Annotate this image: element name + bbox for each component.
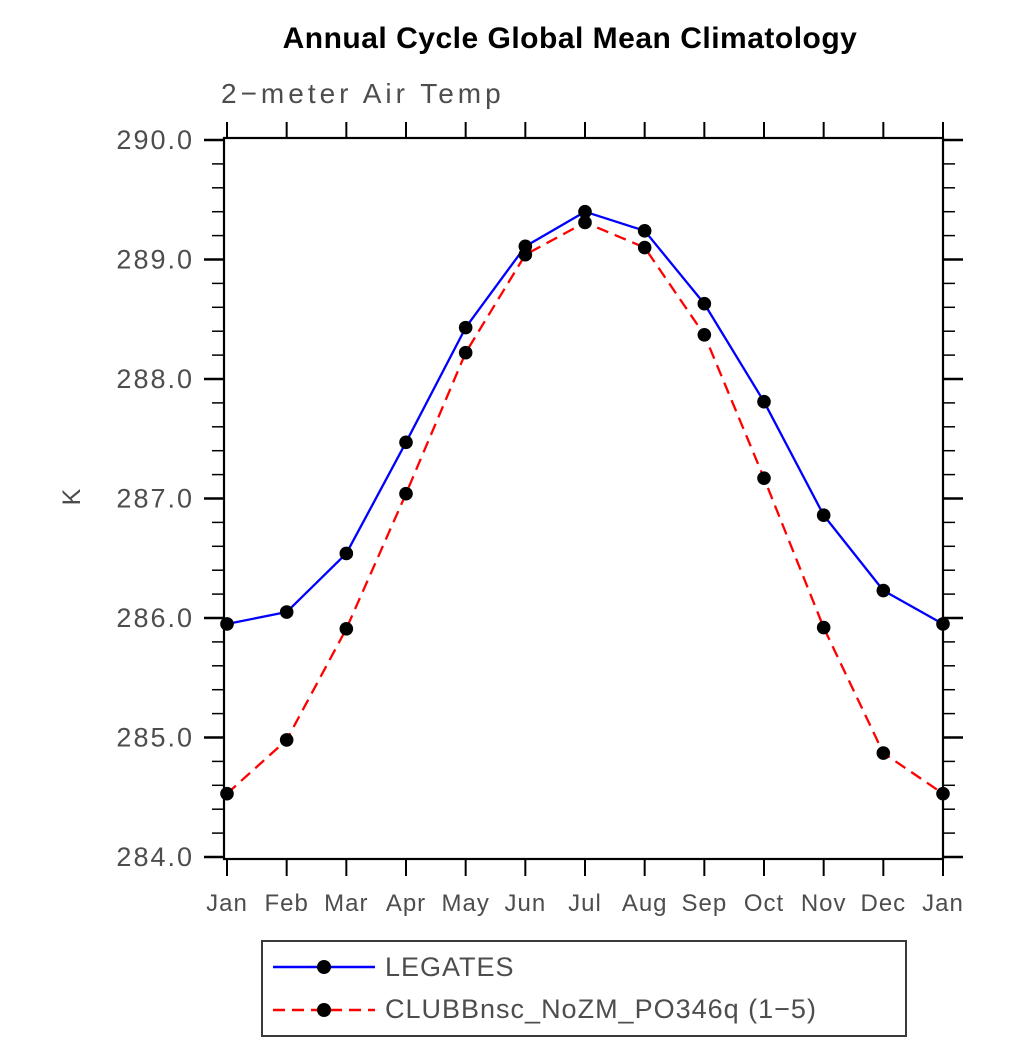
x-tick-label: Feb — [264, 890, 308, 917]
x-tick-label: Mar — [324, 890, 368, 917]
data-point-clubbnsc-nozm-po346q-1-5-dec-11 — [876, 746, 891, 760]
data-point-clubbnsc-nozm-po346q-1-5-may-4 — [458, 345, 473, 360]
data-point-clubbnsc-nozm-po346q-1-5-sep-8 — [697, 327, 712, 342]
data-point-legates-nov-10 — [816, 508, 831, 523]
data-point-legates-oct-9 — [757, 394, 771, 409]
legend-label-clubbnsc: CLUBBnsc_NoZM_PO346q (1−5) — [385, 994, 817, 1025]
data-point-legates-jul-6 — [578, 204, 592, 219]
data-point-legates-apr-3 — [399, 435, 413, 450]
clubbnsc-line-sample-icon — [273, 1002, 375, 1017]
legend-marker-icon — [317, 960, 331, 975]
x-tick-label: Oct — [744, 890, 784, 917]
legend-marker-icon — [317, 1002, 331, 1017]
data-point-legates-mar-2 — [339, 546, 354, 561]
x-tick-label: May — [441, 890, 489, 917]
data-point-clubbnsc-nozm-po346q-1-5-aug-7 — [637, 240, 652, 255]
data-point-legates-jan-0 — [220, 617, 234, 631]
data-point-clubbnsc-nozm-po346q-1-5-jun-5 — [518, 247, 533, 262]
x-tick-label: Jun — [504, 890, 546, 917]
data-point-legates-may-4 — [458, 320, 473, 335]
data-point-clubbnsc-nozm-po346q-1-5-oct-9 — [757, 471, 771, 485]
data-point-clubbnsc-nozm-po346q-1-5-feb-1 — [279, 733, 294, 747]
data-point-legates-jan-12 — [936, 617, 950, 631]
legates-line-sample-icon — [273, 960, 375, 975]
data-point-legates-feb-1 — [279, 605, 294, 619]
data-point-clubbnsc-nozm-po346q-1-5-jan-12 — [936, 786, 950, 801]
y-tick-label: 284.0 — [116, 842, 194, 872]
x-tick-label: Dec — [860, 890, 906, 917]
y-tick-label: 287.0 — [116, 484, 194, 514]
y-tick-label: 288.0 — [116, 364, 194, 394]
data-point-legates-dec-11 — [876, 583, 891, 598]
x-tick-label: Aug — [622, 890, 668, 917]
chart-title: Annual Cycle Global Mean Climatology — [282, 22, 858, 55]
legend: LEGATES CLUBBnsc_NoZM_PO346q (1−5) — [261, 940, 907, 1037]
chart-subtitle: 2−meter Air Temp — [221, 78, 505, 109]
x-tick-label: Jan — [206, 890, 248, 917]
y-tick-label: 286.0 — [116, 603, 194, 633]
y-tick-label: 290.0 — [116, 125, 194, 155]
series-line-legates — [226, 210, 944, 626]
data-point-legates-aug-7 — [637, 224, 652, 238]
data-point-clubbnsc-nozm-po346q-1-5-jan-0 — [220, 786, 234, 801]
data-point-legates-sep-8 — [697, 296, 712, 311]
y-tick-label: 289.0 — [116, 245, 194, 275]
legend-item-legates: LEGATES — [271, 950, 905, 984]
series-line-clubbnsc-nozm-po346q-1-5 — [226, 221, 944, 795]
y-tick-label: 285.0 — [116, 723, 194, 753]
legend-item-clubbnsc: CLUBBnsc_NoZM_PO346q (1−5) — [271, 993, 905, 1027]
plot-frame — [222, 136, 945, 861]
data-point-clubbnsc-nozm-po346q-1-5-mar-2 — [339, 621, 354, 636]
x-tick-label: Nov — [801, 890, 847, 917]
x-tick-label: Sep — [681, 890, 727, 917]
x-tick-label: Apr — [386, 890, 426, 917]
data-point-clubbnsc-nozm-po346q-1-5-nov-10 — [816, 620, 831, 635]
x-tick-label: Jan — [922, 890, 964, 917]
x-tick-label: Jul — [568, 890, 602, 917]
legend-label-legates: LEGATES — [385, 951, 515, 982]
data-point-clubbnsc-nozm-po346q-1-5-apr-3 — [399, 486, 413, 501]
data-point-clubbnsc-nozm-po346q-1-5-jul-6 — [578, 215, 592, 230]
